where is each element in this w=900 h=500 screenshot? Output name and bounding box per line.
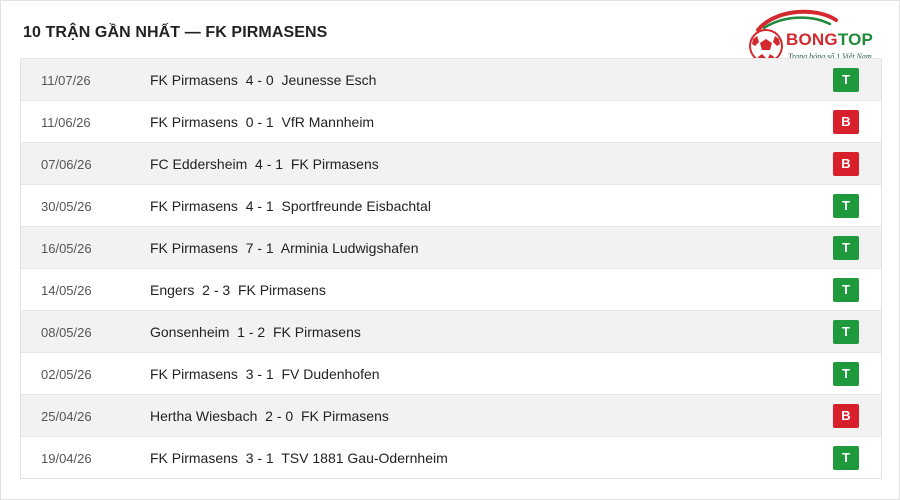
home-team: FK Pirmasens bbox=[150, 450, 238, 466]
match-row[interactable]: 08/05/26 Gonsenheim 1 - 2 FK Pirmasens T bbox=[21, 310, 881, 352]
match-row[interactable]: 07/06/26 FC Eddersheim 4 - 1 FK Pirmasens… bbox=[21, 142, 881, 184]
match-date: 08/05/26 bbox=[41, 325, 92, 340]
match-row[interactable]: 19/04/26 FK Pirmasens 3 - 1 TSV 1881 Gau-… bbox=[21, 436, 881, 478]
result-badge: T bbox=[833, 68, 859, 92]
away-team: FK Pirmasens bbox=[237, 282, 326, 298]
match-row[interactable]: 16/05/26 FK Pirmasens 7 - 1 Arminia Ludwi… bbox=[21, 226, 881, 268]
match-score: 4 - 1 bbox=[255, 156, 284, 172]
home-team: Hertha Wiesbach bbox=[150, 408, 258, 424]
match-score: 1 - 2 bbox=[237, 324, 266, 340]
match-fixture[interactable]: FK Pirmasens 4 - 0 Jeunesse Esch bbox=[150, 72, 376, 88]
result-badge: B bbox=[833, 152, 859, 176]
match-row[interactable]: 11/06/26 FK Pirmasens 0 - 1 VfR Mannheim B bbox=[21, 100, 881, 142]
match-row[interactable]: 14/05/26 Engers 2 - 3 FK Pirmasens T bbox=[21, 268, 881, 310]
match-date: 11/06/26 bbox=[41, 115, 91, 130]
home-team: FK Pirmasens bbox=[150, 366, 238, 382]
match-fixture[interactable]: FK Pirmasens 7 - 1 Arminia Ludwigshafen bbox=[150, 240, 418, 256]
away-team: TSV 1881 Gau-Odernheim bbox=[281, 450, 448, 466]
result-badge: T bbox=[833, 320, 859, 344]
result-badge: T bbox=[833, 362, 859, 386]
away-team: FK Pirmasens bbox=[290, 156, 379, 172]
logo-wordmark-part2: TOP bbox=[837, 30, 874, 49]
recent-matches-table: 11/07/26 FK Pirmasens 4 - 0 Jeunesse Esch… bbox=[20, 58, 882, 479]
match-score: 2 - 0 bbox=[265, 408, 294, 424]
result-badge: T bbox=[833, 236, 859, 260]
match-date: 14/05/26 bbox=[41, 283, 92, 298]
match-score: 3 - 1 bbox=[245, 450, 274, 466]
match-score: 4 - 1 bbox=[245, 198, 274, 214]
match-date: 16/05/26 bbox=[41, 241, 92, 256]
match-score: 3 - 1 bbox=[245, 366, 274, 382]
match-fixture[interactable]: Gonsenheim 1 - 2 FK Pirmasens bbox=[150, 324, 361, 340]
logo-wordmark-part1: BONG bbox=[786, 30, 838, 49]
match-date: 25/04/26 bbox=[41, 409, 92, 424]
match-row[interactable]: 25/04/26 Hertha Wiesbach 2 - 0 FK Pirmase… bbox=[21, 394, 881, 436]
away-team: Sportfreunde Eisbachtal bbox=[281, 198, 431, 214]
away-team: VfR Mannheim bbox=[281, 114, 375, 130]
match-fixture[interactable]: FK Pirmasens 3 - 1 TSV 1881 Gau-Odernhei… bbox=[150, 450, 448, 466]
logo-tagline: Trang bóng số 1 Việt Nam bbox=[788, 52, 872, 61]
match-fixture[interactable]: Engers 2 - 3 FK Pirmasens bbox=[150, 282, 326, 298]
result-badge: B bbox=[833, 404, 859, 428]
bongtop-logo[interactable]: BONGTOP Trang bóng số 1 Việt Nam bbox=[744, 8, 894, 68]
match-score: 4 - 0 bbox=[245, 72, 274, 88]
home-team: FK Pirmasens bbox=[150, 240, 238, 256]
match-score: 2 - 3 bbox=[202, 282, 231, 298]
match-row[interactable]: 02/05/26 FK Pirmasens 3 - 1 FV Dudenhofen… bbox=[21, 352, 881, 394]
away-team: FK Pirmasens bbox=[300, 408, 389, 424]
logo-wordmark: BONGTOP bbox=[786, 30, 873, 50]
home-team: Gonsenheim bbox=[150, 324, 230, 340]
home-team: FK Pirmasens bbox=[150, 114, 238, 130]
away-team: Jeunesse Esch bbox=[281, 72, 377, 88]
result-badge: T bbox=[833, 278, 859, 302]
match-fixture[interactable]: FC Eddersheim 4 - 1 FK Pirmasens bbox=[150, 156, 379, 172]
match-date: 30/05/26 bbox=[41, 199, 92, 214]
match-row[interactable]: 11/07/26 FK Pirmasens 4 - 0 Jeunesse Esch… bbox=[21, 58, 881, 100]
match-score: 7 - 1 bbox=[245, 240, 274, 256]
match-fixture[interactable]: Hertha Wiesbach 2 - 0 FK Pirmasens bbox=[150, 408, 389, 424]
widget-header: 10 TRẬN GẦN NHẤT — FK PIRMASENS BONGTOP … bbox=[0, 0, 900, 63]
match-fixture[interactable]: FK Pirmasens 4 - 1 Sportfreunde Eisbacht… bbox=[150, 198, 431, 214]
soccer-ball-icon bbox=[749, 9, 838, 63]
match-date: 02/05/26 bbox=[41, 367, 92, 382]
match-fixture[interactable]: FK Pirmasens 0 - 1 VfR Mannheim bbox=[150, 114, 374, 130]
result-badge: T bbox=[833, 446, 859, 470]
away-team: FK Pirmasens bbox=[272, 324, 361, 340]
away-team: FV Dudenhofen bbox=[281, 366, 380, 382]
match-score: 0 - 1 bbox=[245, 114, 274, 130]
page-title: 10 TRẬN GẦN NHẤT — FK PIRMASENS bbox=[23, 24, 328, 41]
result-badge: T bbox=[833, 194, 859, 218]
home-team: Engers bbox=[150, 282, 195, 298]
result-badge: B bbox=[833, 110, 859, 134]
away-team: Arminia Ludwigshafen bbox=[280, 240, 419, 256]
match-row[interactable]: 30/05/26 FK Pirmasens 4 - 1 Sportfreunde … bbox=[21, 184, 881, 226]
home-team: FK Pirmasens bbox=[150, 198, 238, 214]
home-team: FC Eddersheim bbox=[150, 156, 248, 172]
home-team: FK Pirmasens bbox=[150, 72, 238, 88]
match-date: 07/06/26 bbox=[41, 157, 92, 172]
match-date: 11/07/26 bbox=[41, 73, 91, 88]
match-date: 19/04/26 bbox=[41, 451, 92, 466]
match-fixture[interactable]: FK Pirmasens 3 - 1 FV Dudenhofen bbox=[150, 366, 380, 382]
